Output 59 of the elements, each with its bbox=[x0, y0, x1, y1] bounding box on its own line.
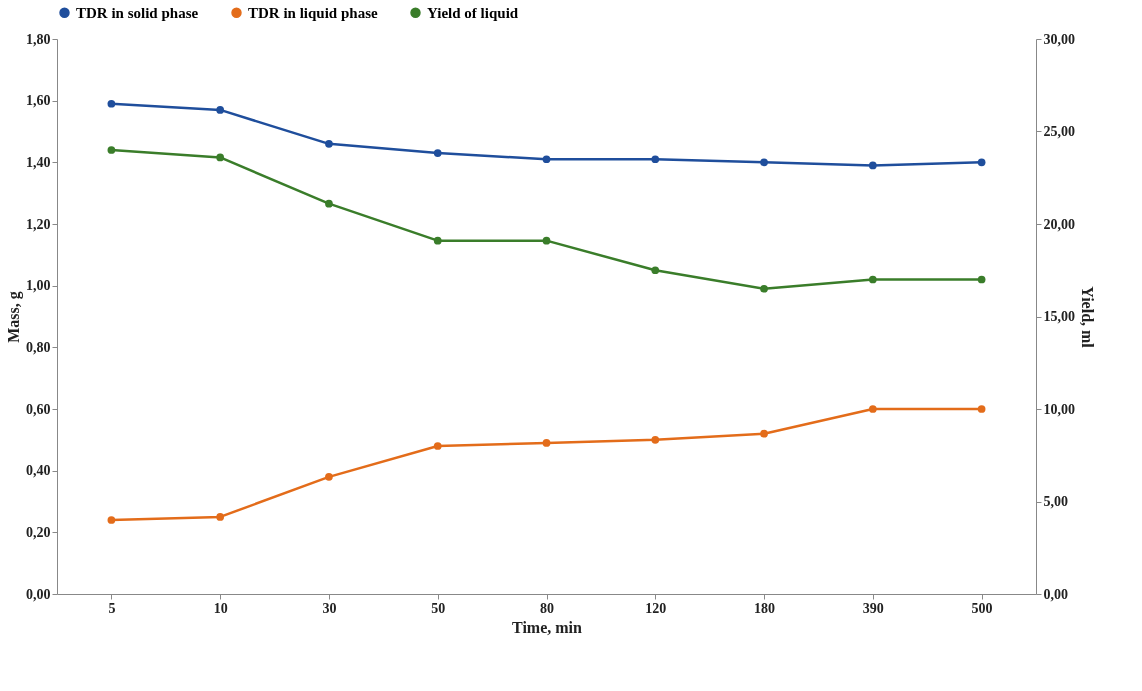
y-tick-label: 0,60 bbox=[26, 401, 51, 417]
point bbox=[433, 149, 442, 157]
point bbox=[325, 139, 333, 148]
x-tick-label: 5 bbox=[108, 600, 116, 616]
y2-tick-label: 0,00 bbox=[1043, 586, 1068, 602]
point bbox=[760, 158, 768, 167]
point bbox=[868, 275, 877, 284]
point bbox=[760, 284, 768, 293]
point bbox=[868, 161, 877, 170]
point bbox=[651, 266, 660, 275]
y-tick-label: 1,80 bbox=[26, 31, 51, 47]
point bbox=[325, 472, 333, 481]
point bbox=[433, 442, 442, 450]
x-tick-label: 80 bbox=[540, 600, 554, 616]
point bbox=[542, 155, 551, 164]
y-tick-label: 0,00 bbox=[26, 586, 51, 602]
y-tick-label: 0,40 bbox=[26, 463, 51, 479]
point bbox=[107, 99, 116, 108]
point bbox=[868, 405, 877, 413]
legend-label: Yield of liquid bbox=[427, 4, 519, 21]
x-tick-label: 120 bbox=[645, 600, 667, 616]
y2-tick-label: 20,00 bbox=[1043, 216, 1075, 232]
y-tick-label: 1,60 bbox=[26, 93, 51, 109]
x-axis-title: Time, min bbox=[512, 618, 583, 636]
y-tick-label: 0,20 bbox=[26, 524, 51, 540]
point bbox=[542, 439, 551, 447]
y2-tick-label: 30,00 bbox=[1043, 31, 1075, 47]
point bbox=[542, 236, 551, 245]
y-tick-label: 1,40 bbox=[26, 154, 51, 170]
point bbox=[107, 516, 116, 524]
point bbox=[107, 146, 116, 154]
x-tick-label: 500 bbox=[971, 600, 993, 616]
point bbox=[651, 155, 660, 164]
x-tick-label: 10 bbox=[213, 600, 228, 616]
point bbox=[977, 158, 986, 167]
point bbox=[977, 405, 986, 413]
point bbox=[216, 106, 225, 114]
y-tick-label: 1,20 bbox=[26, 216, 51, 232]
y-axis-title: Mass, g bbox=[5, 291, 23, 343]
point bbox=[760, 429, 768, 438]
point bbox=[977, 275, 986, 284]
y2-axis-title: Yield, ml bbox=[1079, 286, 1096, 349]
x-tick-label: 390 bbox=[862, 600, 884, 616]
y2-tick-label: 5,00 bbox=[1043, 494, 1068, 509]
y-tick-label: 0,80 bbox=[26, 339, 51, 355]
point bbox=[216, 153, 225, 162]
x-tick-label: 180 bbox=[754, 600, 776, 616]
x-tick-label: 30 bbox=[322, 600, 337, 616]
point bbox=[216, 513, 225, 521]
y2-tick-label: 25,00 bbox=[1043, 124, 1075, 139]
point bbox=[651, 435, 660, 444]
point bbox=[433, 236, 442, 245]
y2-tick-label: 15,00 bbox=[1043, 309, 1075, 324]
y-tick-label: 1,00 bbox=[26, 278, 51, 294]
legend-label: TDR in liquid phase bbox=[248, 4, 378, 21]
legend-label: TDR in solid phase bbox=[76, 4, 199, 21]
point bbox=[325, 199, 333, 208]
x-tick-label: 50 bbox=[431, 600, 446, 616]
y2-tick-label: 10,00 bbox=[1043, 401, 1075, 417]
